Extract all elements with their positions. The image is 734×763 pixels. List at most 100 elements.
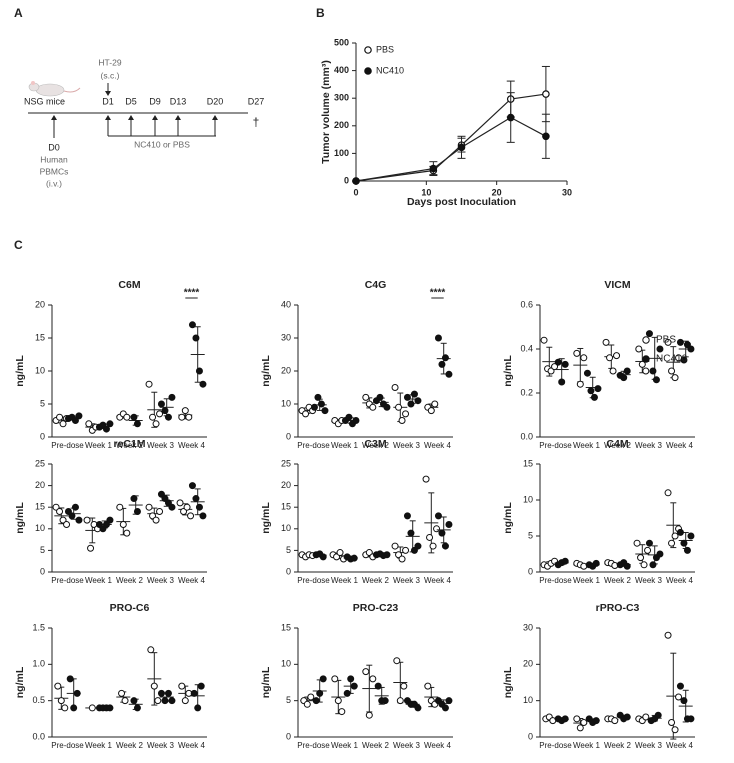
data-point bbox=[606, 354, 614, 362]
arrow-head bbox=[105, 91, 111, 96]
data-point bbox=[383, 403, 391, 411]
data-point bbox=[334, 697, 342, 705]
x-tick-label: Week 3 bbox=[635, 441, 663, 450]
y-tick-label: 10 bbox=[35, 365, 45, 375]
data-point bbox=[431, 400, 439, 408]
data-point bbox=[178, 413, 186, 421]
data-point bbox=[620, 374, 628, 382]
data-point bbox=[391, 384, 399, 391]
y-tick-label: 10 bbox=[523, 494, 533, 504]
data-point bbox=[445, 370, 453, 378]
x-tick-label: Week 2 bbox=[362, 441, 390, 450]
data-point bbox=[118, 689, 126, 697]
x-tick-label: Pre-dose bbox=[539, 441, 572, 450]
data-point bbox=[668, 718, 676, 726]
x-tick-label: Week 3 bbox=[393, 741, 421, 750]
data-point bbox=[656, 345, 664, 353]
x-tick-label: Week 2 bbox=[116, 576, 144, 585]
y-axis-label: ng/mL bbox=[14, 355, 26, 387]
panel-label: A bbox=[14, 6, 23, 20]
data-point bbox=[573, 349, 581, 357]
y-tick-label: 10 bbox=[523, 695, 533, 705]
significance-label: **** bbox=[184, 288, 200, 299]
data-point bbox=[352, 177, 360, 185]
data-point bbox=[106, 420, 114, 428]
data-point bbox=[402, 410, 410, 418]
x-tick-label: Week 1 bbox=[573, 441, 601, 450]
y-tick-label: 0 bbox=[40, 566, 45, 576]
chart-title: PRO-C6 bbox=[110, 602, 150, 614]
data-point bbox=[671, 532, 679, 540]
data-point bbox=[671, 374, 679, 382]
x-tick-label: Week 4 bbox=[424, 576, 452, 585]
data-point bbox=[133, 508, 141, 516]
data-point bbox=[687, 532, 695, 540]
data-point bbox=[365, 711, 373, 719]
chart-title: rPRO-C3 bbox=[596, 602, 640, 614]
start-day: D0 bbox=[48, 142, 60, 152]
data-point bbox=[178, 682, 186, 690]
data-point bbox=[195, 503, 203, 511]
data-point bbox=[573, 715, 581, 723]
data-point bbox=[133, 420, 141, 428]
x-tick-label: Week 1 bbox=[85, 741, 113, 750]
data-point bbox=[664, 489, 672, 497]
data-point bbox=[623, 367, 631, 375]
legend-marker bbox=[642, 336, 650, 344]
data-point bbox=[362, 668, 370, 676]
panel-label: C bbox=[14, 238, 23, 252]
x-tick-label: 0 bbox=[353, 187, 358, 197]
data-point bbox=[130, 697, 138, 705]
data-point bbox=[88, 704, 96, 712]
x-tick-label: Pre-dose bbox=[51, 576, 84, 585]
mouse-icon bbox=[28, 81, 81, 97]
data-point bbox=[154, 697, 162, 705]
y-tick-label: 5 bbox=[286, 695, 291, 705]
data-point bbox=[561, 360, 569, 368]
x-tick-label: 30 bbox=[562, 187, 572, 197]
x-tick-label: Week 2 bbox=[116, 741, 144, 750]
data-point bbox=[123, 413, 131, 421]
x-tick-label: Pre-dose bbox=[51, 741, 84, 750]
data-point bbox=[319, 553, 327, 561]
y-tick-label: 400 bbox=[334, 65, 349, 75]
data-point bbox=[188, 482, 196, 490]
data-point bbox=[671, 726, 679, 734]
data-point bbox=[602, 338, 610, 346]
data-point bbox=[638, 360, 646, 368]
data-point bbox=[194, 704, 202, 712]
data-point bbox=[683, 546, 691, 554]
data-point bbox=[434, 512, 442, 520]
data-point bbox=[433, 525, 441, 533]
data-point bbox=[506, 113, 515, 122]
data-point bbox=[68, 512, 76, 520]
x-tick-label: Week 2 bbox=[604, 441, 632, 450]
x-tick-label: Week 3 bbox=[393, 441, 421, 450]
y-tick-label: 10 bbox=[35, 523, 45, 533]
y-tick-label: 0 bbox=[286, 566, 291, 576]
data-point bbox=[640, 561, 648, 569]
x-tick-label: Pre-dose bbox=[297, 576, 330, 585]
data-point bbox=[414, 397, 422, 405]
y-tick-label: 200 bbox=[334, 120, 349, 130]
x-tick-label: Week 2 bbox=[116, 441, 144, 450]
data-point bbox=[424, 682, 432, 690]
data-point bbox=[338, 708, 346, 716]
y-tick-label: 0 bbox=[528, 566, 533, 576]
data-point bbox=[199, 512, 207, 520]
y-axis-label: ng/mL bbox=[502, 502, 514, 534]
y-tick-label: 20 bbox=[281, 480, 291, 490]
day-label: D1 bbox=[102, 96, 114, 106]
data-point bbox=[675, 693, 683, 701]
data-point bbox=[583, 369, 591, 377]
data-point bbox=[152, 516, 160, 524]
x-tick-label: Week 2 bbox=[604, 741, 632, 750]
data-point bbox=[336, 549, 344, 557]
y-tick-label: 25 bbox=[281, 458, 291, 468]
legend-label: PBS bbox=[656, 335, 676, 346]
data-point bbox=[130, 413, 138, 421]
data-point bbox=[133, 704, 141, 712]
data-point bbox=[683, 341, 691, 349]
data-point bbox=[429, 542, 437, 550]
data-point bbox=[561, 557, 569, 565]
